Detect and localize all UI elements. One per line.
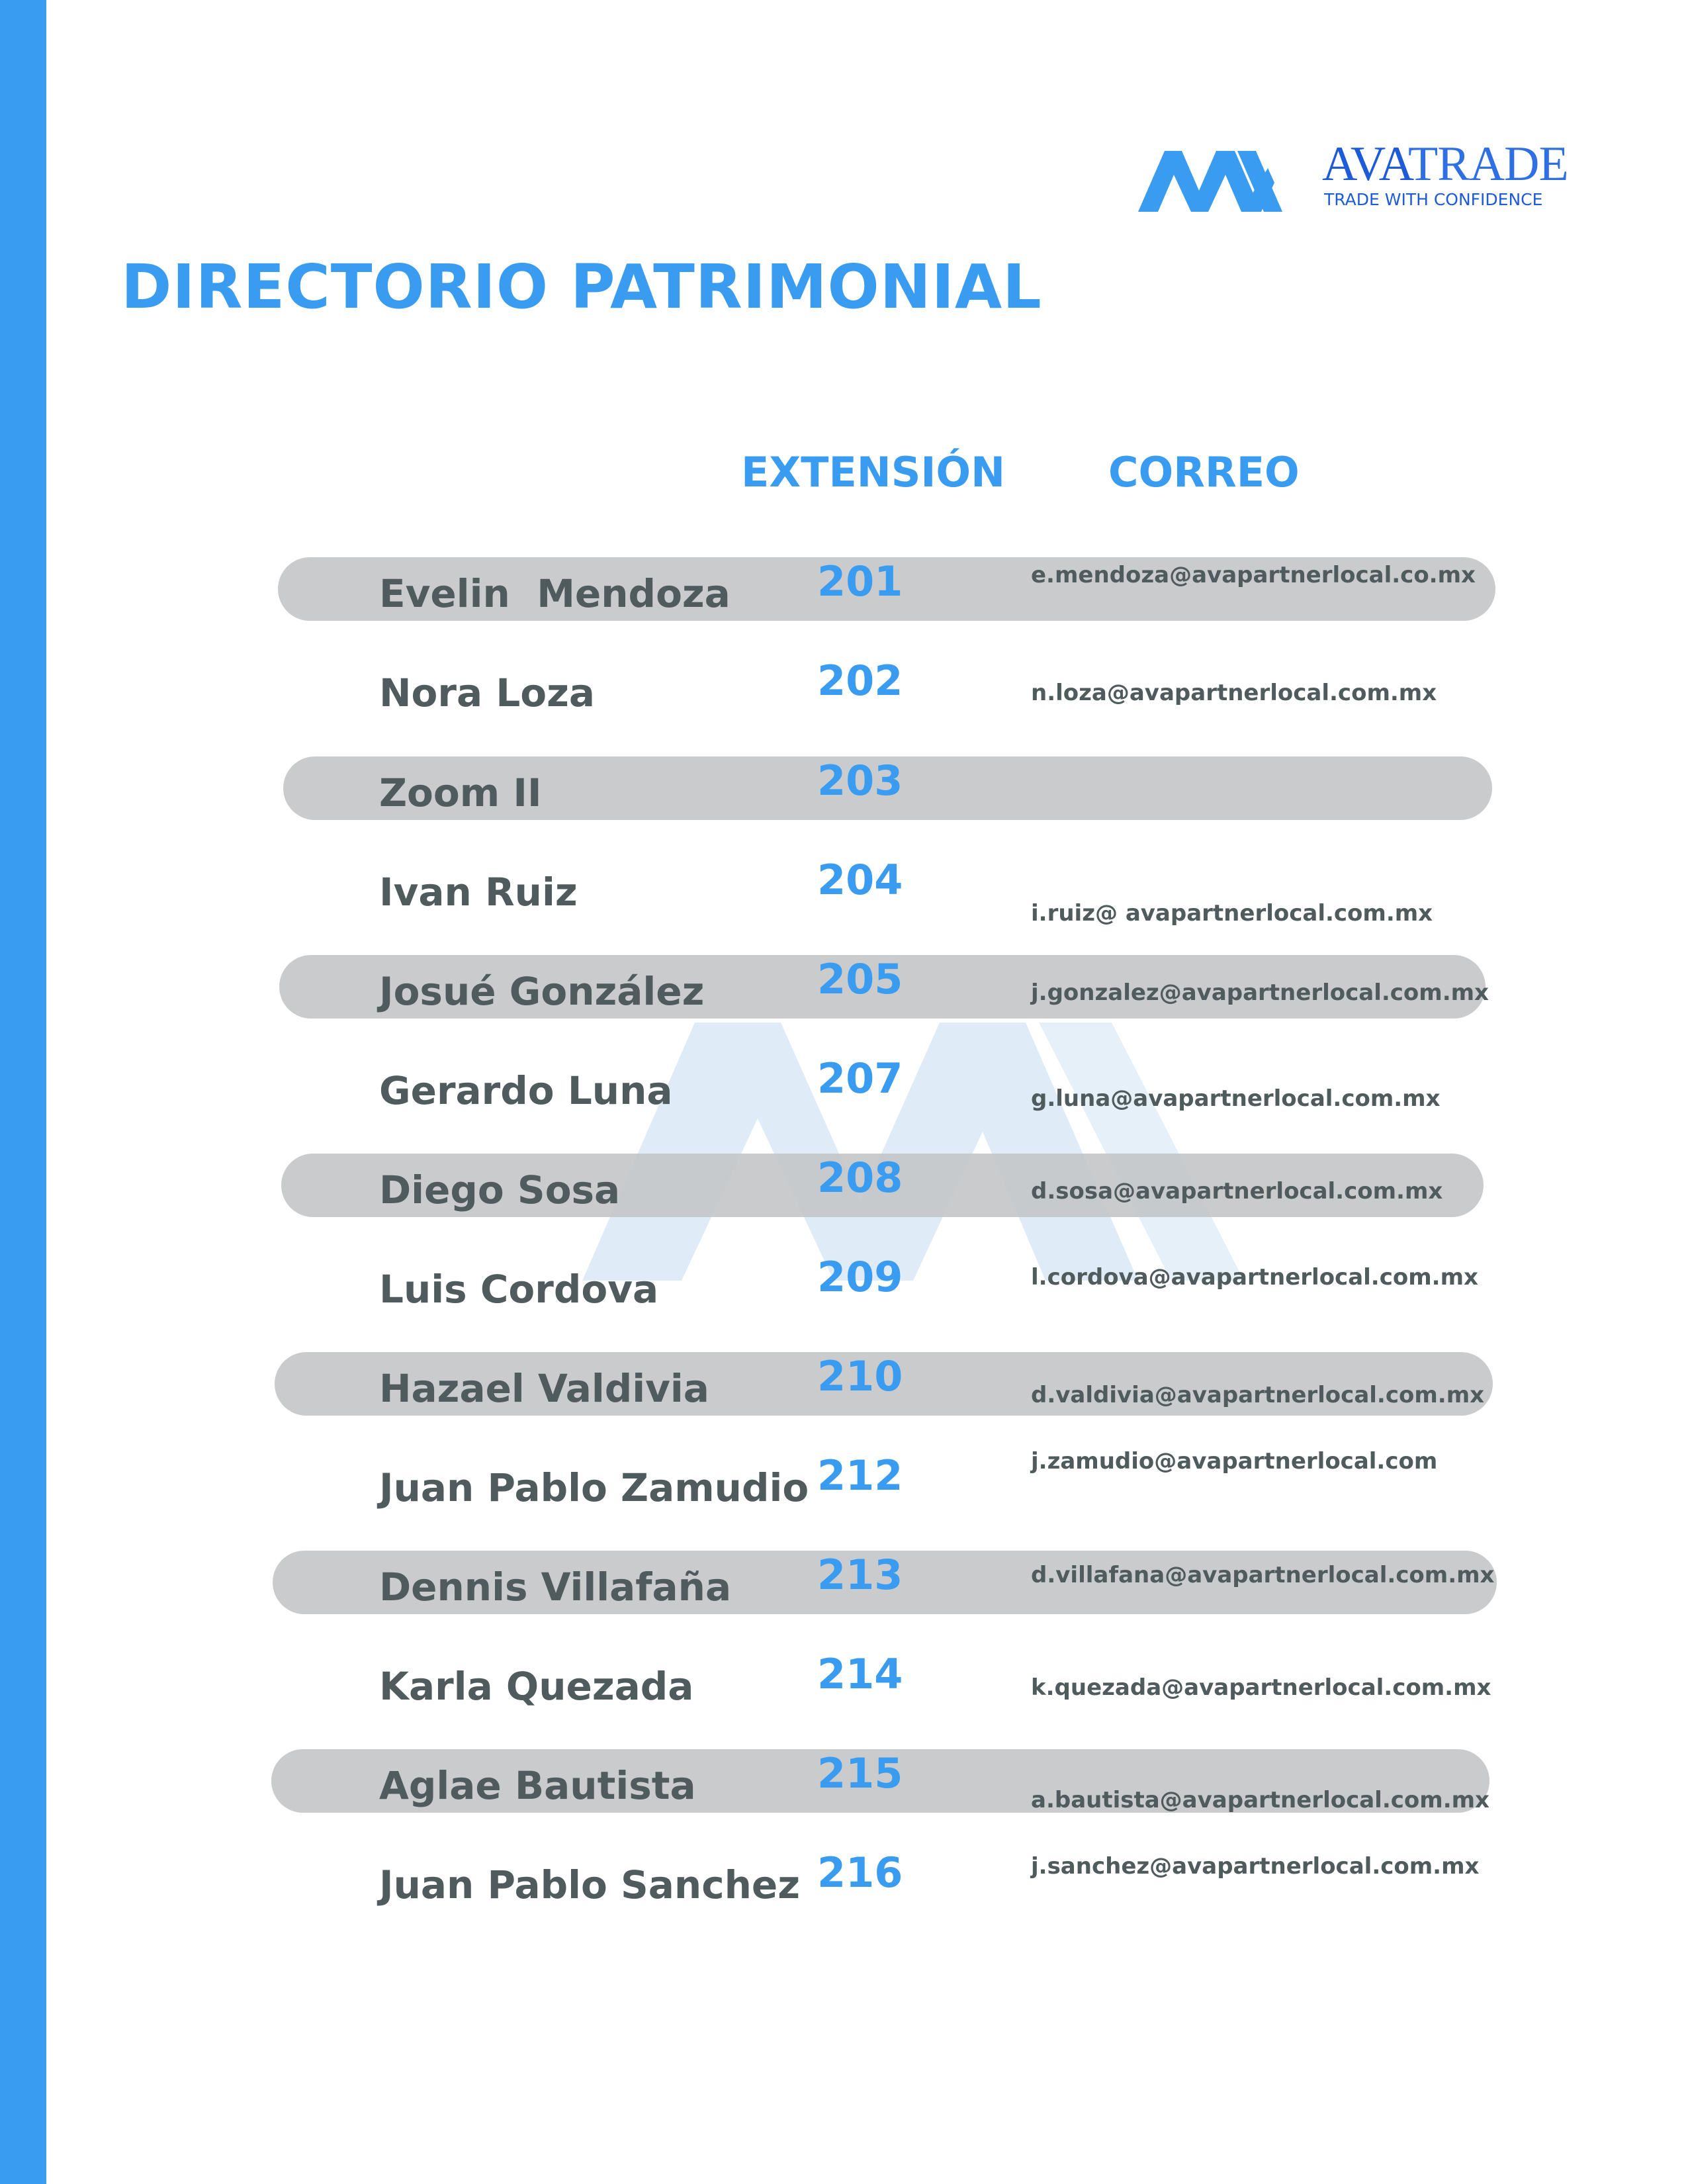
- contact-email-link[interactable]: i.ruiz@ avapartnerlocal.com.mx: [1031, 900, 1433, 927]
- contact-name: Ivan Ruiz: [379, 870, 578, 915]
- contact-extension: 203: [817, 756, 903, 805]
- contact-name: Zoom II: [379, 770, 542, 815]
- contact-name: Juan Pablo Sanchez: [379, 1862, 800, 1907]
- directory-row: Karla Quezada 214 k.quezada@avapartnerloca…: [0, 1650, 1688, 1713]
- contact-name: Diego Sosa: [379, 1167, 621, 1212]
- directory-row: Ivan Ruiz 204 i.ruiz@ avapartnerlocal.com.…: [0, 856, 1688, 925]
- brand-wordmark: AVATRADE: [1322, 137, 1569, 191]
- directory-row: Diego Sosa 208 d.sosa@avapartnerlocal.com.…: [0, 1154, 1688, 1217]
- contact-extension: 216: [817, 1848, 903, 1897]
- directory-row: Gerardo Luna 207 g.luna@avapartnerlocal.co…: [0, 1054, 1688, 1118]
- side-accent-stripe: [0, 0, 46, 2184]
- row-band: [271, 1749, 1489, 1813]
- directory-row: Aglae Bautista 215 a.bautista@avapartnerlo…: [0, 1749, 1688, 1813]
- directory-row: Juan Pablo Zamudio 212 j.zamudio@avapartne…: [0, 1448, 1688, 1515]
- contact-email-link[interactable]: j.gonzalez@avapartnerlocal.com.mx: [1031, 979, 1489, 1006]
- email-column-header: CORREO: [1108, 448, 1300, 496]
- extension-column-header: EXTENSIÓN: [741, 448, 1006, 496]
- contact-extension: 205: [817, 955, 903, 1003]
- contact-extension: 215: [817, 1749, 903, 1797]
- contact-extension: 210: [817, 1352, 903, 1400]
- contact-extension: 214: [817, 1650, 903, 1698]
- contact-extension: 209: [817, 1253, 903, 1301]
- directory-row: Hazael Valdivia 210 d.valdivia@avapartnerl…: [0, 1352, 1688, 1416]
- contact-name: Juan Pablo Zamudio: [379, 1465, 809, 1510]
- contact-name: Gerardo Luna: [379, 1068, 673, 1113]
- directory-row: Luis Cordova 209 l.cordova@avapartnerlocal…: [0, 1253, 1688, 1316]
- contact-name: Evelin Mendoza: [379, 571, 731, 616]
- contact-email-link[interactable]: k.quezada@avapartnerlocal.com.mx: [1031, 1674, 1491, 1701]
- contact-extension: 201: [817, 557, 903, 606]
- contact-name: Luis Cordova: [379, 1267, 659, 1312]
- directory-row: Nora Loza 202 n.loza@avapartnerlocal.com.m…: [0, 657, 1688, 720]
- contact-name: Nora Loza: [379, 670, 596, 715]
- row-band: [275, 1352, 1493, 1416]
- avatrade-logo: AVATRADE TRADE WITH CONFIDENCE: [1138, 137, 1569, 215]
- page-title: DIRECTORIO PATRIMONIAL: [121, 251, 1042, 322]
- contact-name: Dennis Villafaña: [379, 1565, 732, 1610]
- contact-email-link[interactable]: n.loza@avapartnerlocal.com.mx: [1031, 680, 1437, 706]
- directory-row: Dennis Villafaña 213 d.villafana@avapartne…: [0, 1551, 1688, 1614]
- contact-email-link[interactable]: l.cordova@avapartnerlocal.com.mx: [1031, 1264, 1478, 1291]
- contact-name: Aglae Bautista: [379, 1763, 696, 1808]
- directory-row: Zoom II 203: [0, 756, 1688, 820]
- contact-extension: 207: [817, 1054, 903, 1103]
- contact-email-link[interactable]: g.luna@avapartnerlocal.com.mx: [1031, 1085, 1441, 1112]
- contact-extension: 202: [817, 657, 903, 705]
- directory-row: Evelin Mendoza 201 e.mendoza@avapartnerloc…: [0, 557, 1688, 621]
- row-band: [279, 955, 1486, 1019]
- contact-name: Josué González: [379, 969, 705, 1014]
- contact-email-link[interactable]: j.sanchez@avapartnerlocal.com.mx: [1031, 1853, 1480, 1880]
- contact-extension: 204: [817, 856, 903, 904]
- contact-email-link[interactable]: d.valdivia@avapartnerlocal.com.mx: [1031, 1382, 1485, 1408]
- row-band: [273, 1551, 1497, 1614]
- contact-email-link[interactable]: d.villafana@avapartnerlocal.com.mx: [1031, 1562, 1495, 1588]
- directory-row: Juan Pablo Sanchez 216 j.sanchez@avapartne…: [0, 1848, 1688, 1912]
- contact-email-link[interactable]: a.bautista@avapartnerlocal.com.mx: [1031, 1787, 1489, 1813]
- brand-tagline: TRADE WITH CONFIDENCE: [1324, 190, 1543, 209]
- row-band: [283, 756, 1492, 820]
- contact-email-link[interactable]: j.zamudio@avapartnerlocal.com: [1031, 1448, 1438, 1475]
- contact-extension: 208: [817, 1154, 903, 1202]
- ava-logo-icon: [1138, 151, 1282, 212]
- contact-name: Hazael Valdivia: [379, 1366, 709, 1411]
- contact-name: Karla Quezada: [379, 1664, 694, 1709]
- directory-row: Josué González 205 j.gonzalez@avapartnerlo…: [0, 955, 1688, 1019]
- brand-wordmark-bold: AVA: [1322, 137, 1409, 191]
- brand-wordmark-light: TRADE: [1408, 137, 1569, 191]
- contact-email-link[interactable]: e.mendoza@avapartnerlocal.co.mx: [1031, 562, 1476, 588]
- contact-extension: 212: [817, 1451, 903, 1500]
- contact-extension: 213: [817, 1551, 903, 1599]
- contact-email-link[interactable]: d.sosa@avapartnerlocal.com.mx: [1031, 1178, 1443, 1205]
- row-band: [278, 557, 1495, 621]
- row-band: [281, 1154, 1484, 1217]
